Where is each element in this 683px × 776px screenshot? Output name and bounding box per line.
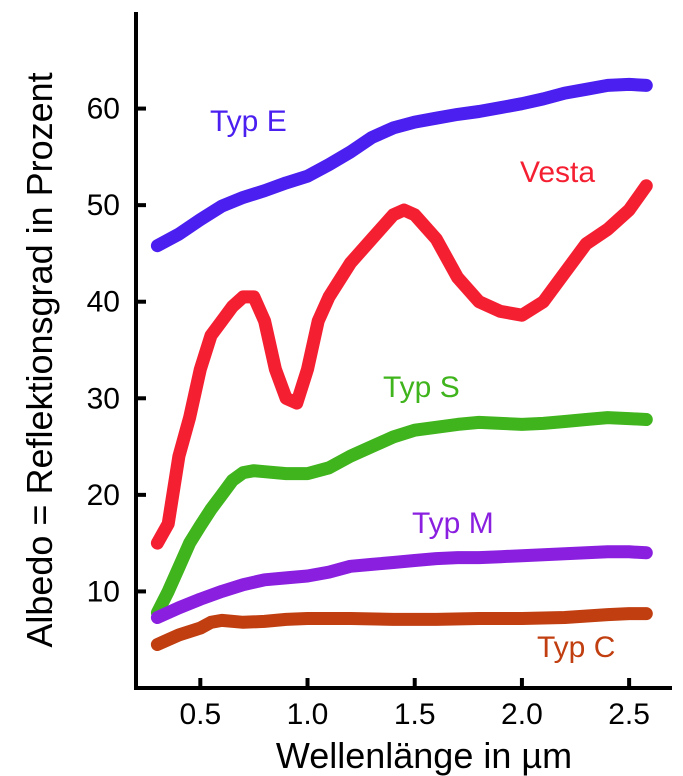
x-tick-label: 0.5	[179, 698, 221, 731]
series-line-typ-e	[150, 77, 653, 253]
ticks: 0.5 1.0 1.5 2.0 2.5 10 20 30 40 50 60	[87, 93, 650, 731]
series-label-typ-m: Typ M	[412, 507, 494, 540]
series-label-typ-s: Typ S	[383, 371, 460, 404]
x-axis-title: Wellenlänge in µm	[276, 735, 572, 776]
series-labels: Typ E Vesta Typ S Typ M Typ C	[210, 105, 615, 664]
x-tick-label: 2.0	[501, 698, 543, 731]
series-label-typ-e: Typ E	[210, 105, 287, 138]
series-line-typ-c	[150, 607, 653, 651]
x-tick-label: 2.5	[608, 698, 650, 731]
y-tick-label: 40	[87, 286, 120, 319]
x-tick-label: 1.5	[394, 698, 436, 731]
y-tick-label: 60	[87, 93, 120, 126]
series-label-typ-c: Typ C	[537, 631, 615, 664]
y-tick-label: 30	[87, 382, 120, 415]
y-axis-title: Albedo = Reflektionsgrad in Prozent	[19, 72, 60, 647]
y-tick-label: 50	[87, 189, 120, 222]
y-tick-label: 10	[87, 575, 120, 608]
axes	[134, 12, 672, 690]
y-tick-label: 20	[87, 479, 120, 512]
series-line-typ-m	[150, 545, 653, 624]
series-line-typ-s	[150, 411, 653, 620]
series-line-vesta	[150, 179, 653, 550]
x-tick-label: 1.0	[287, 698, 329, 731]
series-label-vesta: Vesta	[520, 156, 595, 189]
series-lines	[150, 77, 653, 651]
